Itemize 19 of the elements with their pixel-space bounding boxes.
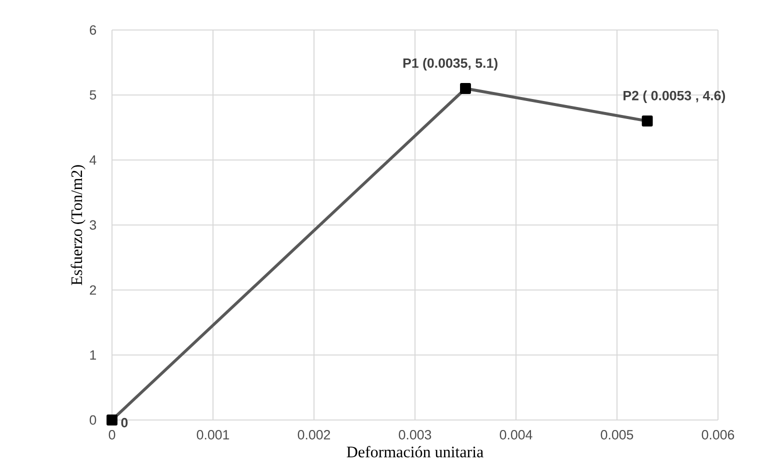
x-tick-label: 0: [108, 430, 116, 440]
y-axis-title: Esfuerzo (Ton/m2): [70, 165, 86, 286]
x-axis-title: Deformación unitaria: [346, 446, 484, 458]
y-tick-label: 6: [90, 25, 96, 35]
y-tick-label: 3: [90, 220, 96, 230]
annotation: 0: [121, 418, 128, 428]
y-tick-label: 2: [90, 285, 96, 295]
y-tick-label: 0: [90, 415, 96, 425]
x-tick-label: 0.005: [600, 430, 634, 440]
x-tick-label: 0.004: [500, 430, 532, 440]
y-tick-label: 1: [90, 350, 96, 360]
y-tick-label: 5: [90, 90, 96, 100]
x-tick-label: 0.006: [702, 430, 734, 440]
x-tick-label: 0.001: [196, 430, 230, 440]
x-tick-label: 0.002: [298, 430, 330, 440]
x-tick-label: 0.003: [398, 430, 432, 440]
annotation: P1 (0.0035, 5.1): [403, 58, 498, 70]
annotation: P2 ( 0.0053 , 4.6): [624, 90, 726, 103]
y-tick-label: 4: [90, 155, 96, 165]
